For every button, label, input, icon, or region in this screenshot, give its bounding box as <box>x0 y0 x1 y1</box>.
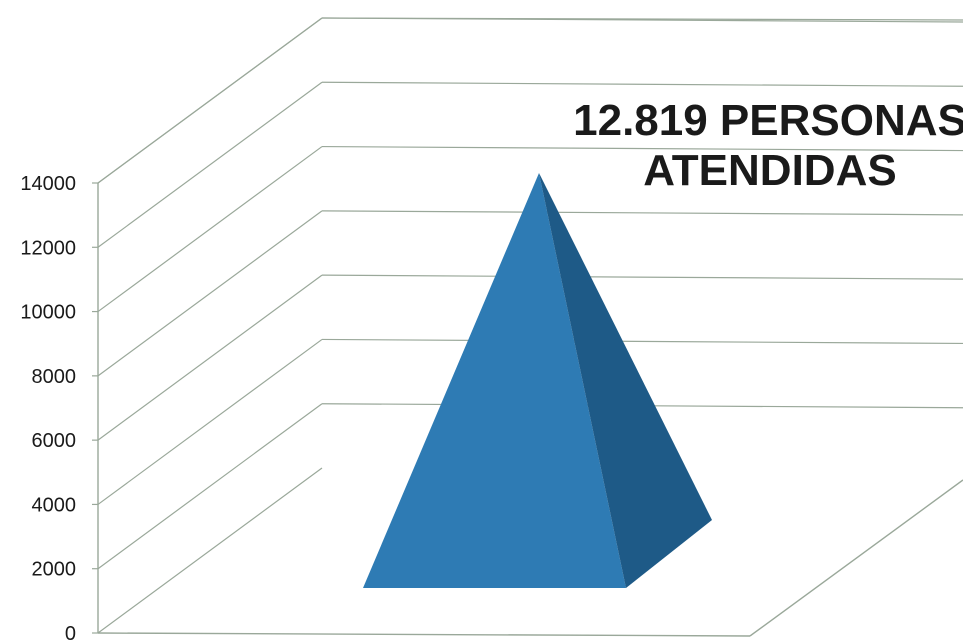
y-tick-label: 14000 <box>20 173 76 195</box>
back-gridline <box>321 17 963 21</box>
annotation-line-1: 12.819 PERSONAS <box>573 96 963 145</box>
side-gridline <box>97 210 323 377</box>
y-tick-label: 2000 <box>32 559 77 581</box>
side-gridline <box>97 81 323 248</box>
y-tick-label: 10000 <box>20 302 76 324</box>
y-tick-label: 4000 <box>32 494 77 516</box>
side-gridline <box>97 403 323 570</box>
floor-back-edge <box>97 467 323 634</box>
pyramid-front-face <box>363 172 626 589</box>
y-tick-label: 8000 <box>32 366 77 388</box>
annotation-line-2: ATENDIDAS <box>643 145 897 195</box>
floor-side-edge <box>749 479 963 637</box>
back-gridline <box>321 274 963 280</box>
back-gridline <box>321 338 963 345</box>
side-gridline <box>97 17 323 184</box>
data-marks <box>363 172 712 589</box>
side-gridline <box>97 274 323 441</box>
y-tick-label: 6000 <box>32 430 77 452</box>
floor-front-edge <box>97 632 751 637</box>
pyramid-side-face <box>539 172 712 589</box>
back-gridline <box>321 81 963 87</box>
y-tick-label: 12000 <box>20 237 76 259</box>
chart-annotation: 12.819 PERSONAS ATENDIDAS <box>540 96 963 195</box>
back-gridline <box>321 210 963 216</box>
y-tick-label: 0 <box>65 623 76 642</box>
gridlines <box>97 17 963 637</box>
side-gridline <box>97 338 323 505</box>
back-gridline <box>321 145 963 152</box>
y-axis-ticks: 0 2000 4000 6000 8000 10000 12000 14000 <box>20 173 98 642</box>
side-gridline <box>97 146 323 313</box>
